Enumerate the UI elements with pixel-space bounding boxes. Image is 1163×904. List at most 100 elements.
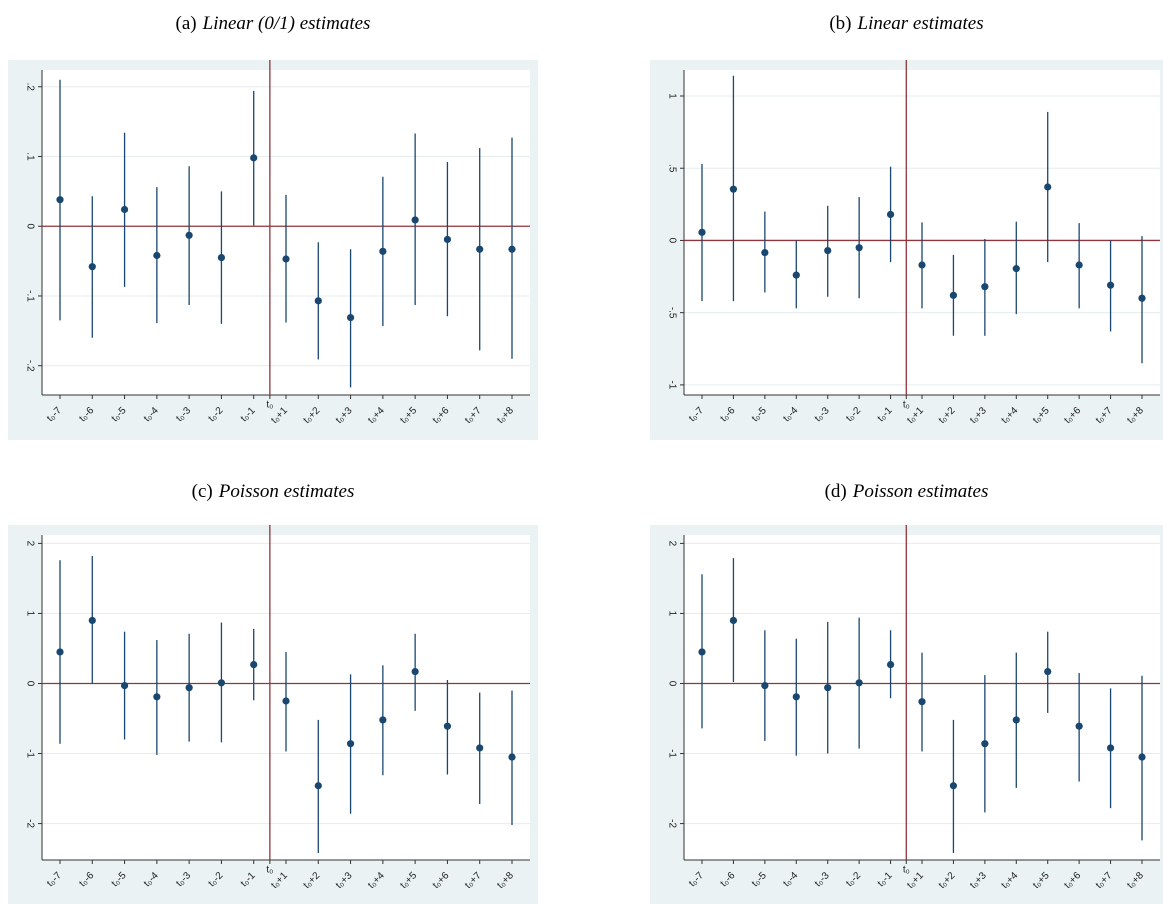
point	[314, 297, 322, 305]
point	[56, 648, 64, 656]
y-tick-label: 1	[666, 93, 677, 99]
y-tick-label: 2	[24, 541, 35, 547]
event-label: t₀	[903, 865, 910, 876]
point	[411, 216, 419, 224]
point	[1138, 294, 1146, 302]
y-tick-label: .2	[24, 83, 35, 92]
point	[443, 722, 452, 730]
y-tick-label: .1	[24, 152, 35, 161]
panel-title-text: Linear (0/1) estimates	[202, 13, 371, 34]
point	[1044, 667, 1052, 676]
y-tick-label: -.1	[24, 290, 35, 302]
y-tick-label: 0	[24, 223, 35, 229]
point	[886, 660, 895, 669]
panel-title: (d) Poisson estimates	[825, 481, 989, 502]
y-tick-label: 0	[666, 681, 677, 687]
point	[217, 679, 226, 687]
event-label: t₀	[903, 400, 910, 411]
point	[120, 205, 129, 214]
y-tick-label: 1	[24, 611, 35, 617]
y-tick-label: 1	[666, 611, 677, 617]
point	[185, 684, 193, 692]
panel-title-text: Poisson estimates	[218, 481, 355, 502]
panel-title: (b) Linear estimates	[829, 13, 983, 34]
point	[981, 740, 989, 748]
panel-label: (c)	[192, 481, 213, 502]
point	[1138, 753, 1146, 761]
point	[1106, 744, 1115, 752]
point	[185, 231, 193, 239]
point	[1106, 281, 1115, 289]
point	[153, 251, 161, 260]
point	[217, 254, 226, 262]
point	[698, 648, 706, 656]
point	[761, 681, 769, 690]
point	[476, 245, 484, 253]
point	[411, 667, 419, 676]
point	[476, 744, 484, 752]
point	[792, 693, 800, 701]
point	[855, 244, 863, 252]
point	[729, 616, 738, 625]
point	[1075, 722, 1083, 730]
panel-label: (a)	[176, 13, 197, 34]
panel-label: (d)	[825, 481, 847, 502]
y-tick-label: 2	[666, 541, 677, 547]
y-tick-label: -.2	[24, 360, 35, 372]
point	[1044, 183, 1052, 191]
panel-label: (b)	[829, 13, 851, 34]
point	[379, 716, 387, 724]
panel-title: (a) Linear (0/1) estimates	[176, 13, 371, 34]
y-tick-label: -.5	[666, 307, 677, 319]
point	[282, 255, 290, 263]
point	[346, 740, 355, 748]
point	[88, 616, 96, 625]
point	[792, 271, 800, 279]
point	[949, 291, 958, 299]
point	[698, 228, 706, 236]
point	[508, 753, 516, 761]
panel-title-text: Linear estimates	[857, 13, 984, 34]
point	[761, 248, 769, 257]
point	[379, 247, 387, 255]
point	[855, 679, 863, 687]
point	[508, 245, 516, 253]
point	[1075, 261, 1083, 269]
point	[1012, 716, 1020, 724]
y-tick-label: -2	[666, 819, 677, 828]
point	[250, 154, 258, 162]
point	[346, 313, 355, 322]
point	[443, 235, 452, 244]
y-tick-label: 0	[24, 681, 35, 687]
point	[314, 782, 322, 790]
y-tick-label: 0	[666, 238, 677, 244]
y-tick-label: -1	[666, 749, 677, 758]
point	[1012, 265, 1020, 273]
event-label: t₀	[266, 400, 273, 411]
point	[120, 681, 129, 690]
point	[918, 261, 926, 269]
point	[282, 697, 290, 705]
y-tick-label: -1	[666, 380, 677, 389]
panel: (a) Linear (0/1) estimates-.2-.10.1.2t₀t₀…	[8, 13, 538, 440]
point	[949, 782, 958, 790]
point	[56, 196, 64, 204]
point	[886, 210, 895, 219]
y-tick-label: .5	[666, 164, 677, 173]
point	[88, 263, 96, 271]
point	[981, 283, 989, 291]
point	[153, 693, 161, 701]
panel-title-text: Poisson estimates	[852, 481, 989, 502]
panel-title: (c) Poisson estimates	[192, 481, 355, 502]
event-label: t₀	[266, 865, 273, 876]
point	[824, 246, 832, 255]
point	[729, 185, 738, 193]
point	[918, 698, 926, 706]
point	[250, 660, 258, 669]
point	[824, 684, 832, 692]
y-tick-label: -2	[24, 819, 35, 828]
